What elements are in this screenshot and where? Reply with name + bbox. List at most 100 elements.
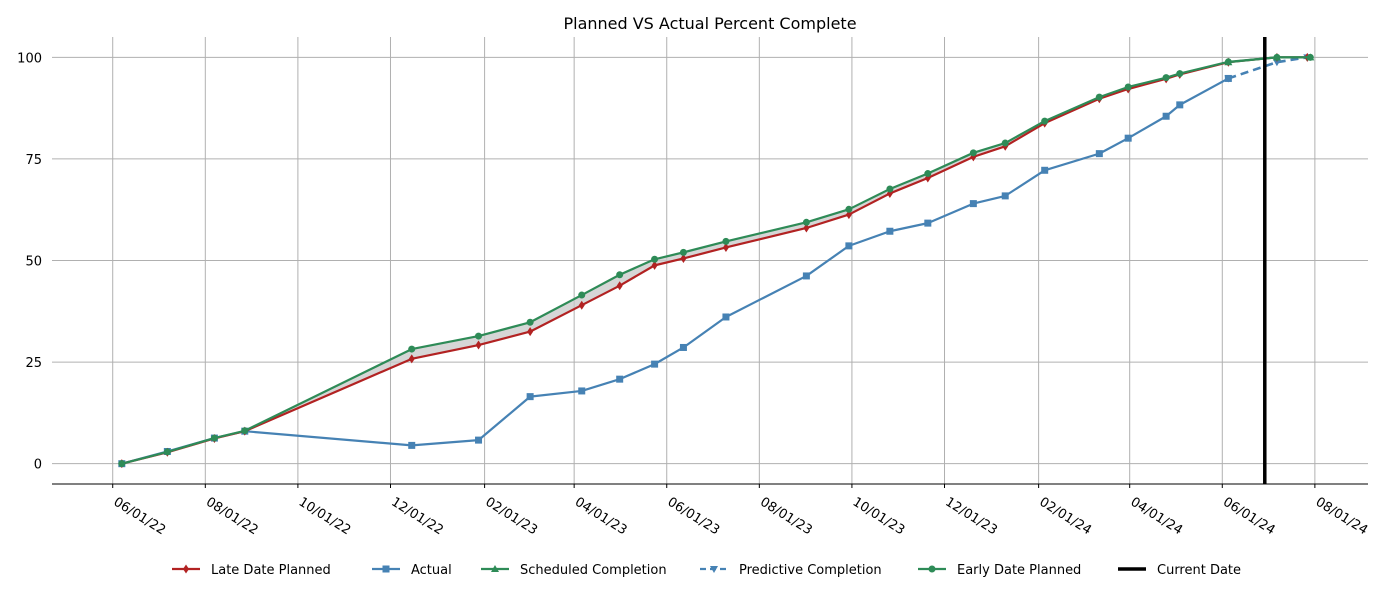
data-point-early-date-planned <box>679 248 687 256</box>
data-point-early-date-planned <box>924 170 932 178</box>
data-point-actual <box>578 387 586 395</box>
legend-marker-scheduled-completion <box>491 565 499 572</box>
x-tick-label: 06/01/22 <box>111 495 168 539</box>
data-point-late-date-planned <box>651 260 658 270</box>
data-point-early-date-planned <box>475 332 483 340</box>
data-point-actual <box>408 441 416 449</box>
data-point-early-date-planned <box>1041 117 1049 125</box>
data-point-scheduled-completion <box>1272 53 1281 61</box>
x-tick-label: 06/01/24 <box>1220 495 1277 539</box>
x-tick-label: 10/01/22 <box>296 495 353 539</box>
data-point-late-date-planned <box>578 300 585 310</box>
data-point-late-date-planned <box>408 354 415 364</box>
data-point-late-date-planned <box>722 242 729 252</box>
x-tick-label: 08/01/22 <box>203 495 260 539</box>
legend-label-predictive-completion: Predictive Completion <box>739 563 882 578</box>
x-tick-label: 10/01/23 <box>850 495 907 539</box>
data-point-actual <box>616 375 624 383</box>
y-tick-label: 50 <box>25 255 42 270</box>
x-tick-label: 04/01/23 <box>572 495 629 539</box>
legend-item-scheduled-completion: Scheduled Completion <box>481 563 667 578</box>
y-tick-label: 100 <box>17 51 42 66</box>
data-point-early-date-planned <box>408 345 416 353</box>
data-point-actual <box>1162 112 1170 120</box>
data-point-predictive-completion <box>1224 75 1233 83</box>
chart-title: Planned VS Actual Percent Complete <box>563 14 856 33</box>
data-point-early-date-planned <box>802 218 810 226</box>
grid-layer <box>52 37 1368 484</box>
data-point-actual <box>526 393 534 401</box>
data-point-early-date-planned <box>1176 70 1184 78</box>
legend-marker-early-date-planned <box>928 565 936 573</box>
x-tick-label: 06/01/23 <box>665 495 722 539</box>
data-point-early-date-planned <box>886 185 894 193</box>
data-point-actual <box>886 227 894 235</box>
legend-marker-actual <box>382 565 390 573</box>
data-point-early-date-planned <box>1001 139 1009 147</box>
x-tick-label: 02/01/23 <box>482 495 539 539</box>
legend-label-current-date: Current Date <box>1157 563 1241 578</box>
data-point-late-date-planned <box>475 340 482 350</box>
series-line-late-date-planned <box>121 56 1308 465</box>
series-line-early-date-planned <box>121 56 1311 465</box>
data-point-early-date-planned <box>578 291 586 299</box>
legend-marker-late-date-planned <box>183 564 189 574</box>
data-point-scheduled-completion <box>1306 53 1315 61</box>
series-layer <box>118 37 1315 484</box>
data-point-early-date-planned <box>210 434 218 442</box>
series-line-actual <box>121 77 1229 465</box>
legend-label-scheduled-completion: Scheduled Completion <box>520 563 667 578</box>
legend-label-late-date-planned: Late Date Planned <box>211 563 331 578</box>
x-tick-label: 12/01/23 <box>942 495 999 539</box>
legend-item-current-date: Current Date <box>1118 563 1241 578</box>
data-point-early-date-planned <box>163 448 171 456</box>
data-point-actual <box>1041 166 1049 174</box>
data-point-late-date-planned <box>803 223 810 233</box>
series-line-predictive-completion <box>1227 56 1308 80</box>
axis-layer: 06/01/22 08/01/22 10/01/22 12/01/22 02/01/23… <box>17 51 1370 538</box>
x-tick-label: 08/01/23 <box>757 495 814 539</box>
data-point-late-date-planned <box>680 253 687 263</box>
data-point-early-date-planned <box>616 271 624 279</box>
legend: Late Date Planned Actual Scheduled Complet… <box>172 563 1241 578</box>
legend-item-late-date-planned: Late Date Planned <box>172 563 331 578</box>
data-point-actual <box>722 313 730 321</box>
x-tick-label: 02/01/24 <box>1037 495 1094 539</box>
legend-item-early-date-planned: Early Date Planned <box>918 563 1081 578</box>
x-tick-label: 04/01/24 <box>1128 495 1185 539</box>
data-point-early-date-planned <box>118 460 126 468</box>
data-point-actual <box>475 436 483 444</box>
series-scheduled-completion <box>1224 53 1315 66</box>
data-point-early-date-planned <box>1095 93 1103 101</box>
data-point-actual <box>1001 192 1009 200</box>
data-point-actual <box>802 272 810 280</box>
y-tick-label: 0 <box>34 458 42 473</box>
legend-item-predictive-completion: Predictive Completion <box>700 563 882 578</box>
data-point-early-date-planned <box>722 237 730 245</box>
legend-item-actual: Actual <box>372 563 452 578</box>
x-tick-label: 08/01/24 <box>1313 495 1370 539</box>
data-point-actual <box>679 343 687 351</box>
y-tick-label: 25 <box>25 356 42 371</box>
data-point-actual <box>1176 101 1184 109</box>
data-point-early-date-planned <box>1162 74 1170 82</box>
data-point-actual <box>969 200 977 208</box>
data-point-predictive-completion <box>1272 59 1281 67</box>
data-point-early-date-planned <box>845 205 853 213</box>
data-point-actual <box>1124 134 1132 142</box>
data-point-early-date-planned <box>1124 83 1132 91</box>
data-point-actual <box>651 360 659 368</box>
x-tick-label: 12/01/22 <box>388 495 445 539</box>
legend-label-actual: Actual <box>411 563 452 578</box>
data-point-early-date-planned <box>969 149 977 157</box>
y-tick-label: 75 <box>25 153 42 168</box>
data-point-late-date-planned <box>527 327 534 337</box>
series-actual <box>118 74 1232 468</box>
data-point-early-date-planned <box>241 427 249 435</box>
legend-marker-predictive-completion <box>710 566 718 573</box>
data-point-early-date-planned <box>651 255 659 263</box>
data-point-actual <box>845 242 853 250</box>
data-point-scheduled-completion <box>1224 58 1233 66</box>
